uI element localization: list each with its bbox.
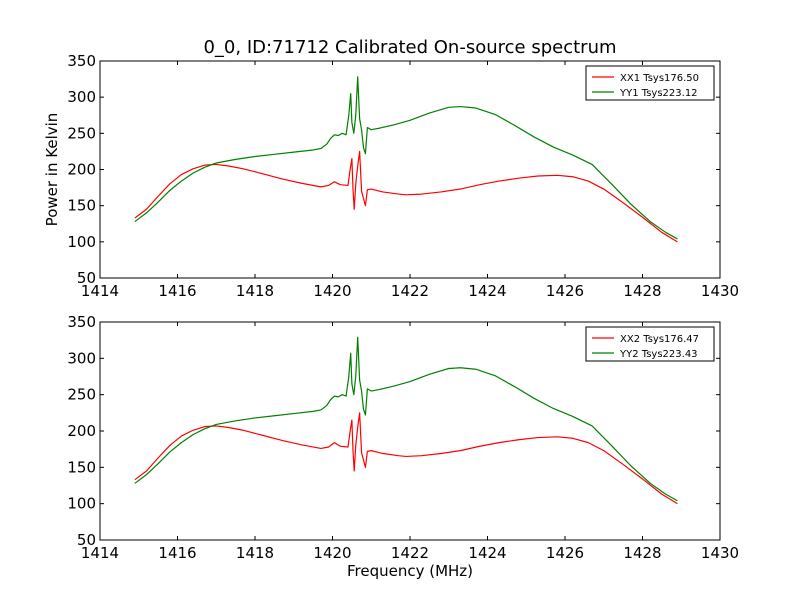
x-tick-label: 1420: [313, 282, 351, 300]
y-tick-label: 350: [67, 52, 96, 70]
x-tick-label: 1430: [701, 544, 739, 562]
x-tick-label: 1422: [391, 544, 429, 562]
legend-entry: XX2 Tsys176.47: [620, 334, 699, 345]
y-tick-label: 250: [67, 386, 96, 404]
x-tick-label: 1420: [313, 544, 351, 562]
legend-box: [585, 65, 715, 101]
x-axis-label: Frequency (MHz): [347, 562, 473, 580]
legend-box: [585, 326, 715, 362]
y-tick-label: 150: [67, 458, 96, 476]
x-tick-label: 1418: [236, 544, 274, 562]
y-tick-label: 300: [67, 349, 96, 367]
y-tick-label: 150: [67, 197, 96, 215]
x-tick-label: 1426: [546, 544, 584, 562]
plot-panel-2: 1414 1416 1418 1420 1422 1424 1426 1428 1430 50 10…: [67, 313, 739, 580]
plot-panel-1: 1414 1416 1418 1420 1422 1424 1426 1428 1430 50 10…: [43, 37, 739, 300]
legend: XX1 Tsys176.50 YY1 Tsys223.12: [585, 65, 715, 101]
series-line-yy1: [134, 76, 678, 240]
legend: XX2 Tsys176.47 YY2 Tsys223.43: [585, 326, 715, 362]
y-tick-label: 200: [67, 161, 96, 179]
chart-title: 0_0, ID:71712 Calibrated On-source spect…: [203, 37, 616, 58]
series-line-xx2: [134, 412, 678, 505]
y-tick-label: 50: [77, 269, 96, 287]
x-tick-label: 1414: [81, 544, 119, 562]
x-tick-label: 1430: [701, 282, 739, 300]
x-tick-label: 1424: [468, 544, 506, 562]
x-tick-label: 1416: [158, 282, 196, 300]
x-tick-label: 1422: [391, 282, 429, 300]
y-axis-label: Power in Kelvin: [43, 113, 61, 227]
x-tick-label: 1426: [546, 282, 584, 300]
y-tick-label: 200: [67, 422, 96, 440]
x-tick-label: 1416: [158, 544, 196, 562]
y-tick-label: 100: [67, 495, 96, 513]
y-tick-label: 50: [77, 531, 96, 549]
legend-entry: YY1 Tsys223.12: [619, 88, 698, 99]
y-tick-label: 300: [67, 88, 96, 106]
x-tick-label: 1428: [623, 544, 661, 562]
legend-entry: XX1 Tsys176.50: [620, 73, 699, 84]
y-tick-label: 350: [67, 313, 96, 331]
legend-entry: YY2 Tsys223.43: [619, 349, 698, 360]
x-tick-label: 1424: [468, 282, 506, 300]
series-line-xx1: [134, 150, 678, 243]
series-line-yy2: [134, 336, 678, 502]
x-tick-label: 1418: [236, 282, 274, 300]
x-tick-label: 1428: [623, 282, 661, 300]
y-tick-label: 100: [67, 233, 96, 251]
y-tick-label: 250: [67, 124, 96, 142]
x-tick-label: 1414: [81, 282, 119, 300]
